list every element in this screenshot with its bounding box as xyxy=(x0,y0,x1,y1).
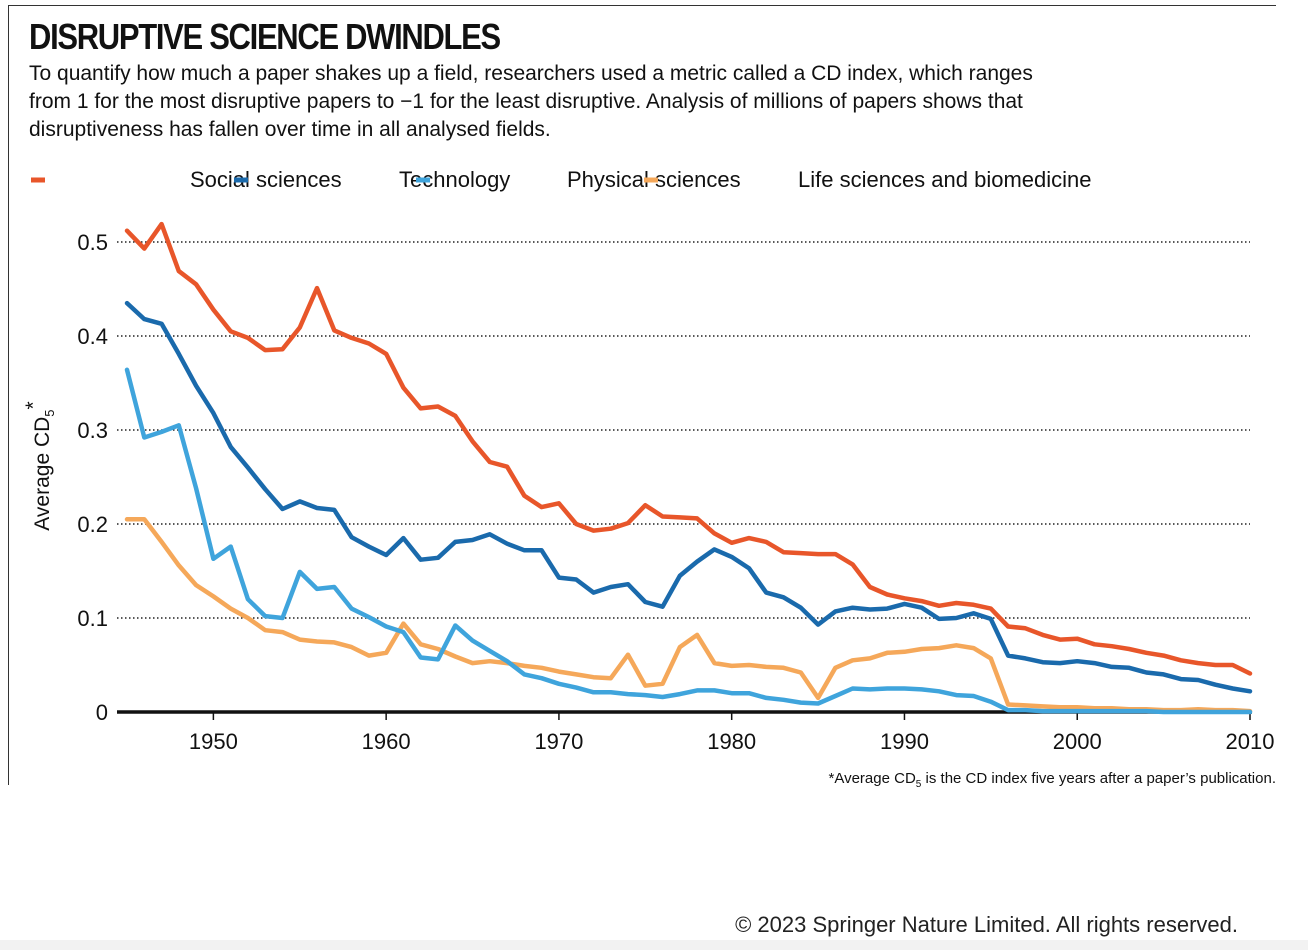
y-tick-label: 0.4 xyxy=(77,324,108,349)
series-line-physical-sciences xyxy=(124,367,1253,715)
x-tick-label: 1950 xyxy=(189,729,238,754)
footnote-subscript: 5 xyxy=(915,779,922,790)
x-tick-label: 1960 xyxy=(362,729,411,754)
footnote-prefix: *Average CD xyxy=(828,770,916,787)
footnote-suffix: is the CD index five years after a paper… xyxy=(921,770,1276,787)
series-line-social-sciences xyxy=(124,221,1253,676)
legend-label: Life sciences and biomedicine xyxy=(798,167,1092,192)
top-rule xyxy=(8,5,1276,6)
y-axis-label: Average CD5* xyxy=(22,401,57,530)
x-tick-label: 1990 xyxy=(880,729,929,754)
y-tick-label: 0.1 xyxy=(77,606,108,631)
bottom-band xyxy=(0,940,1308,950)
chart-title: DISRUPTIVE SCIENCE DWINDLES xyxy=(29,16,501,57)
x-tick-label: 2000 xyxy=(1053,729,1102,754)
copyright-notice: © 2023 Springer Nature Limited. All righ… xyxy=(735,912,1238,937)
y-tick-label: 0.3 xyxy=(77,418,108,443)
footnote: *Average CD5 is the CD index five years … xyxy=(600,770,1276,790)
chart-subtitle: To quantify how much a paper shakes up a… xyxy=(29,62,1033,141)
x-axis: 1950 1960 1970 1980 1990 2000 2010 xyxy=(117,710,1275,754)
legend-label: Social sciences xyxy=(190,167,342,192)
y-axis: 0 0.1 0.2 0.3 0.4 0.5 xyxy=(77,230,108,725)
series-line-life-sciences-and-biomedicine xyxy=(124,517,1253,714)
left-rule xyxy=(8,5,9,785)
legend: Social sciences Technology Physical scienc… xyxy=(31,167,1092,192)
y-tick-label: 0.2 xyxy=(77,512,108,537)
x-tick-label: 2010 xyxy=(1226,729,1275,754)
x-tick-label: 1970 xyxy=(534,729,583,754)
gridlines xyxy=(117,241,1250,619)
y-tick-label: 0 xyxy=(96,700,108,725)
legend-label: Technology xyxy=(399,167,510,192)
y-tick-label: 0.5 xyxy=(77,230,108,255)
line-chart: Social sciences Technology Physical scienc… xyxy=(22,167,1275,754)
series-lines xyxy=(124,221,1253,715)
series-line-technology xyxy=(124,300,1253,694)
x-tick-label: 1980 xyxy=(707,729,756,754)
